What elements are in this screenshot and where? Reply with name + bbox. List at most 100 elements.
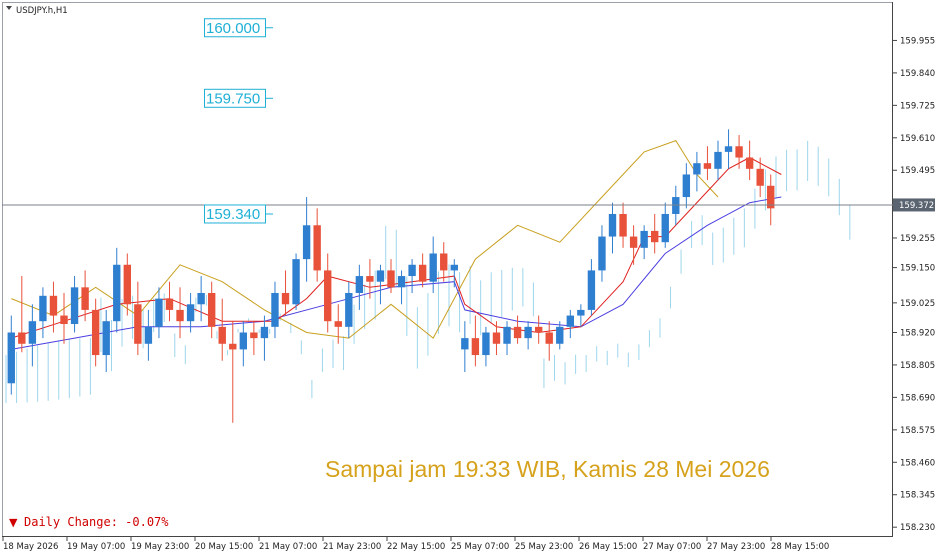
candle-body (524, 326, 532, 339)
candle (629, 225, 638, 265)
candle-body (155, 298, 163, 327)
candle (587, 259, 596, 316)
candle (292, 253, 300, 310)
candle-body (60, 315, 68, 325)
candle-body (18, 332, 26, 344)
time-tick-label: 27 May 07:00 (643, 542, 701, 552)
candle (81, 270, 89, 322)
timestamp-caption: Sampai jam 19:33 WIB, Kamis 28 Mei 2026 (325, 456, 770, 482)
candle-body (324, 270, 332, 322)
candle (281, 270, 290, 316)
candle-body (450, 264, 458, 271)
candle-body (176, 309, 184, 322)
candle-body (408, 264, 416, 277)
candle (49, 281, 58, 333)
candle (461, 321, 469, 372)
current-price-tag: 159.372 (893, 198, 935, 212)
candle-body (345, 292, 353, 327)
candle (418, 253, 427, 288)
candle-body (134, 304, 142, 344)
candle (672, 185, 680, 226)
candle-body (418, 264, 427, 282)
time-tick-label: 27 May 23:00 (707, 542, 765, 552)
candle (408, 259, 416, 293)
candle-body (260, 326, 269, 339)
candle-body (165, 298, 174, 310)
candle-body (397, 276, 406, 288)
candle-body (534, 326, 543, 333)
candle (503, 321, 511, 356)
candle-body (503, 326, 511, 344)
candle (229, 321, 237, 423)
price-level-label: 159.750 (206, 90, 260, 107)
price-tick-label: 159.725 (900, 101, 935, 111)
kijun-sen (11, 196, 782, 350)
candle-body (207, 292, 216, 327)
candle-body (70, 287, 79, 325)
candle (28, 304, 37, 367)
candle (334, 304, 342, 344)
candle (345, 281, 353, 339)
candle-body (366, 276, 374, 282)
time-axis-labels: 18 May 2026 19 May 07:00 19 May 23:00 20 Ma… (2, 537, 829, 552)
time-tick-label: 21 May 23:00 (323, 542, 381, 552)
candle (197, 276, 205, 322)
candle-body (355, 276, 364, 293)
time-tick-label: 26 May 15:00 (579, 542, 637, 552)
chart-menu-icon[interactable] (6, 6, 12, 10)
candle-body (619, 213, 627, 237)
candle-body (239, 332, 248, 350)
candle (250, 321, 258, 356)
candle (513, 315, 522, 344)
candle (39, 287, 47, 339)
price-tick-label: 159.955 (900, 36, 935, 46)
candle-body (281, 292, 290, 305)
candle (60, 292, 68, 344)
time-tick-label: 19 May 23:00 (131, 542, 189, 552)
candle-body (271, 292, 279, 327)
candle-body (492, 332, 501, 344)
price-tick-label: 158.690 (900, 393, 935, 403)
candle-body (387, 270, 395, 288)
candle (714, 140, 722, 181)
candle-body (693, 163, 701, 175)
candle (682, 163, 691, 209)
candle-body (682, 174, 691, 198)
candle (598, 225, 606, 282)
candle (703, 146, 712, 181)
time-tick-label: 19 May 07:00 (67, 542, 125, 552)
candle (176, 287, 184, 339)
price-tick-label: 159.150 (900, 264, 935, 274)
price-tick-label: 158.460 (900, 458, 935, 468)
candle (661, 202, 669, 248)
price-tick-label: 159.610 (900, 134, 935, 144)
time-tick-label: 21 May 07:00 (259, 542, 317, 552)
candle-body (229, 343, 237, 350)
candle-body (313, 225, 321, 271)
candle-body (429, 253, 437, 282)
candle (102, 309, 110, 372)
candle (218, 298, 226, 361)
candle-body (482, 332, 490, 356)
candle-body (556, 326, 564, 344)
candle-body (113, 264, 121, 322)
time-tick-label: 25 May 23:00 (515, 542, 573, 552)
candle (693, 151, 701, 192)
candle (7, 315, 15, 395)
candle (724, 129, 733, 169)
candle (313, 208, 321, 282)
candle-body (513, 326, 522, 339)
price-tick-label: 159.255 (900, 234, 935, 244)
candle (271, 281, 279, 339)
candle (577, 304, 585, 327)
candle-body (91, 309, 100, 356)
candle-body (735, 146, 743, 158)
candle (123, 253, 131, 316)
time-tick-label: 28 May 15:00 (771, 542, 829, 552)
candle (113, 247, 121, 333)
candle (207, 281, 216, 339)
time-tick-label: 20 May 15:00 (195, 542, 253, 552)
candle-body (577, 309, 585, 316)
